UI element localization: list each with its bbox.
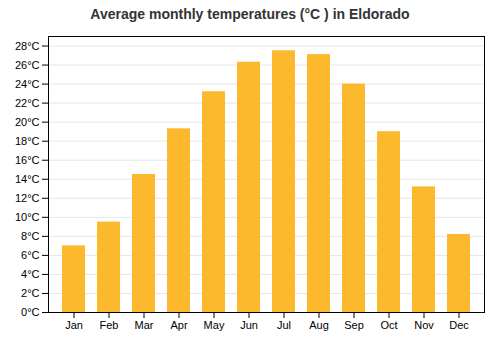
svg-text:22°C: 22°C — [15, 97, 40, 109]
svg-text:18°C: 18°C — [15, 135, 40, 147]
svg-text:Nov: Nov — [414, 319, 434, 331]
svg-text:Dec: Dec — [449, 319, 469, 331]
svg-text:May: May — [204, 319, 225, 331]
svg-text:Sep: Sep — [344, 319, 364, 331]
svg-text:0°C: 0°C — [21, 306, 40, 318]
svg-text:20°C: 20°C — [15, 116, 40, 128]
svg-text:Jan: Jan — [65, 319, 83, 331]
svg-text:28°C: 28°C — [15, 40, 40, 52]
svg-text:4°C: 4°C — [21, 268, 40, 280]
svg-text:Jun: Jun — [240, 319, 258, 331]
svg-text:16°C: 16°C — [15, 154, 40, 166]
svg-text:Feb: Feb — [100, 319, 119, 331]
svg-text:Oct: Oct — [380, 319, 397, 331]
svg-text:Aug: Aug — [309, 319, 329, 331]
svg-text:12°C: 12°C — [15, 192, 40, 204]
svg-text:10°C: 10°C — [15, 211, 40, 223]
svg-text:6°C: 6°C — [21, 249, 40, 261]
svg-text:Jul: Jul — [277, 319, 291, 331]
html-text:Average monthly temperatures (: Average monthly temperatures (°C ) in El… — [90, 6, 410, 22]
svg-text:24°C: 24°C — [15, 78, 40, 90]
svg-text:26°C: 26°C — [15, 59, 40, 71]
svg-text:Mar: Mar — [135, 319, 154, 331]
svg-text:8°C: 8°C — [21, 230, 40, 242]
svg-text:2°C: 2°C — [21, 287, 40, 299]
svg-text:Apr: Apr — [170, 319, 187, 331]
svg-text:14°C: 14°C — [15, 173, 40, 185]
